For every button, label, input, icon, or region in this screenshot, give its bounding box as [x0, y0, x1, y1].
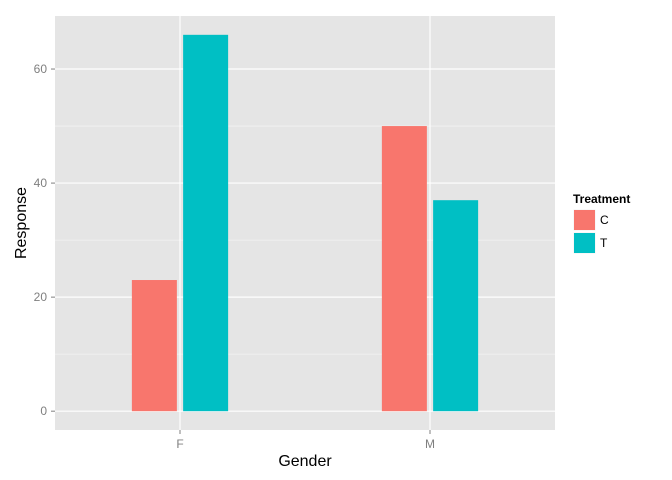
y-axis: 0 20 40 60	[34, 62, 55, 418]
y-tick-label: 0	[40, 404, 47, 418]
legend-title: Treatment	[573, 192, 630, 206]
x-axis-title: Gender	[278, 453, 332, 470]
legend-swatch	[574, 210, 595, 230]
legend-label: T	[600, 236, 608, 250]
x-tick-label: F	[176, 437, 183, 451]
legend: Treatment CT	[572, 192, 630, 255]
plot-panel	[55, 16, 555, 430]
bar	[183, 34, 229, 412]
bar	[381, 126, 427, 412]
bar	[433, 200, 479, 412]
y-axis-title: Response	[13, 187, 30, 259]
legend-items: CT	[572, 208, 609, 255]
y-tick-label: 20	[34, 290, 48, 304]
bar	[131, 280, 177, 412]
y-tick-label: 60	[34, 62, 48, 76]
y-tick-label: 40	[34, 176, 48, 190]
x-tick-label: M	[425, 437, 435, 451]
bars	[131, 34, 479, 412]
legend-label: C	[600, 213, 609, 227]
legend-swatch	[574, 233, 595, 253]
